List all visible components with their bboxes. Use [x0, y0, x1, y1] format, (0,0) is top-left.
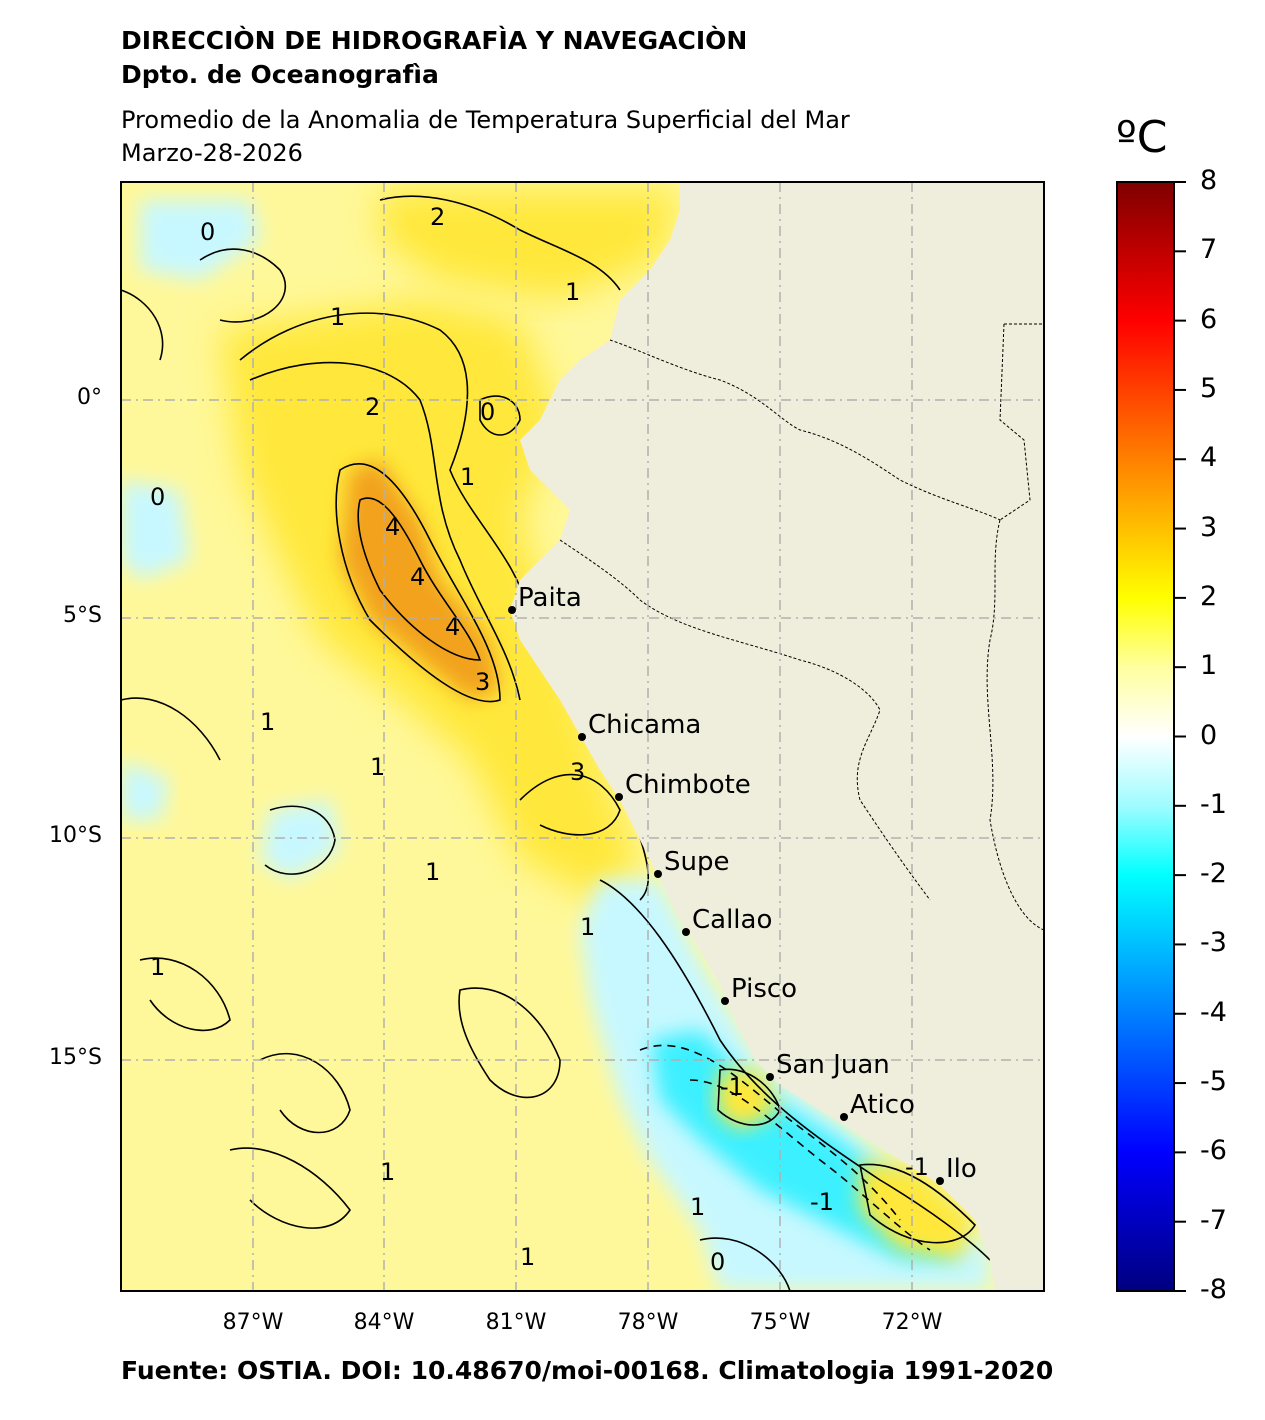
cool-anomaly-patch [121, 760, 170, 820]
contour-value-label: -1 [810, 1188, 834, 1216]
colorbar-tick-label: 2 [1200, 580, 1218, 612]
longitude-label: 75°W [749, 1310, 811, 1335]
contour-value-label: 1 [580, 913, 595, 941]
place-marker [615, 793, 623, 801]
place-label: Chimbote [625, 770, 751, 800]
latitude-label: 0° [77, 385, 102, 410]
place-marker [578, 733, 586, 741]
map-frame [120, 181, 1045, 1292]
place-marker [936, 1177, 944, 1185]
place-marker [766, 1073, 774, 1081]
colorbar-tick-label: 8 [1200, 165, 1218, 196]
colorbar-tick-label: 3 [1200, 511, 1218, 543]
contour-value-label: 1 [370, 753, 385, 781]
warm-anomaly-north [380, 190, 680, 300]
longitude-label: 87°W [222, 1310, 284, 1335]
contour-value-label: 1 [150, 953, 165, 981]
colorbar [1116, 181, 1175, 1292]
colorbar-tick-label: -7 [1200, 1204, 1227, 1236]
contour-value-label: -1 [905, 1153, 929, 1181]
contour-value-label: 3 [475, 668, 490, 696]
longitude-label: 81°W [485, 1310, 547, 1335]
graticule [121, 182, 1044, 1291]
contour-value-label: 0 [200, 218, 215, 246]
colorbar-tick-label: -5 [1200, 1066, 1227, 1098]
contour-value-label: 1 [690, 1193, 705, 1221]
place-marker [508, 606, 516, 614]
colorbar-tick-label: -3 [1200, 927, 1227, 959]
colorbar-tick-label: -6 [1200, 1135, 1227, 1167]
latitude-label: 15°S [49, 1045, 102, 1070]
longitude-label: 72°W [881, 1310, 943, 1335]
place-marker [721, 997, 729, 1005]
place-marker [840, 1113, 848, 1121]
colorbar-tick-label: 5 [1200, 372, 1218, 404]
place-label: Ilo [946, 1154, 977, 1184]
cool-anomaly-patch [140, 200, 260, 280]
contour-value-label: 1 [520, 1243, 535, 1271]
longitude-label: 78°W [617, 1310, 679, 1335]
colorbar-tick-label: -1 [1200, 788, 1227, 820]
place-label: Callao [692, 905, 772, 935]
hot-anomaly-core [340, 460, 500, 700]
cool-anomaly-patch [260, 800, 340, 880]
colorbar-tick-label: -2 [1200, 858, 1227, 890]
source-footer: Fuente: OSTIA. DOI: 10.48670/moi-00168. … [121, 1356, 1054, 1385]
place-marker [682, 928, 690, 936]
latitude-label: 10°S [49, 823, 102, 848]
contour-value-label: -1 [720, 1073, 744, 1101]
cool-anomaly-patch [121, 480, 190, 580]
contour-value-label: 3 [570, 758, 585, 786]
place-label: Chicama [588, 710, 701, 740]
place-label: Paita [518, 583, 582, 613]
contour-value-label: 0 [710, 1248, 725, 1276]
colorbar-tick-label: -8 [1200, 1274, 1227, 1305]
contour-value-label: 2 [430, 203, 445, 231]
contour-value-label: 2 [365, 393, 380, 421]
department-title: Dpto. de Oceanografìa [121, 60, 439, 89]
contour-value-label: 4 [410, 563, 425, 591]
contour-value-label: 4 [445, 613, 460, 641]
contour-value-label: 4 [385, 513, 400, 541]
place-label: Atico [850, 1090, 915, 1120]
colorbar-tick-label: 0 [1200, 719, 1218, 751]
colorbar-tick-label: 4 [1200, 442, 1218, 474]
contour-value-label: 0 [480, 398, 495, 426]
colorbar-tick-label: 7 [1200, 234, 1218, 266]
place-label: San Juan [776, 1050, 890, 1080]
longitude-label: 84°W [353, 1310, 415, 1335]
contour-value-label: 0 [150, 483, 165, 511]
latitude-label: 5°S [63, 603, 102, 628]
contour-value-label: 1 [380, 1158, 395, 1186]
colorbar-tick-label: 1 [1200, 650, 1218, 682]
map-subtitle: Promedio de la Anomalia de Temperatura S… [121, 106, 850, 134]
colorbar-tick-label: 6 [1200, 303, 1218, 335]
south-america-landmass [510, 182, 1044, 1291]
contour-value-label: 1 [330, 303, 345, 331]
place-label: Supe [664, 847, 729, 877]
colorbar-tick-label: -4 [1200, 996, 1227, 1028]
colorbar-unit: ºC [1116, 112, 1168, 163]
contour-value-label: 1 [425, 858, 440, 886]
contour-value-label: 1 [565, 278, 580, 306]
place-marker [654, 870, 662, 878]
place-labels: Paita Chicama Chimbote Supe Callao Pisco San J… [508, 583, 977, 1185]
contour-value-label: 1 [260, 708, 275, 736]
country-borders [559, 323, 1044, 931]
contour-value-label: 1 [460, 463, 475, 491]
map-date: Marzo-28-2026 [121, 139, 303, 167]
place-label: Pisco [731, 974, 797, 1004]
colorbar-ticks [1174, 181, 1186, 1292]
organization-title: DIRECCIÒN DE HIDROGRAFÌA Y NAVEGACIÒN [121, 26, 748, 55]
